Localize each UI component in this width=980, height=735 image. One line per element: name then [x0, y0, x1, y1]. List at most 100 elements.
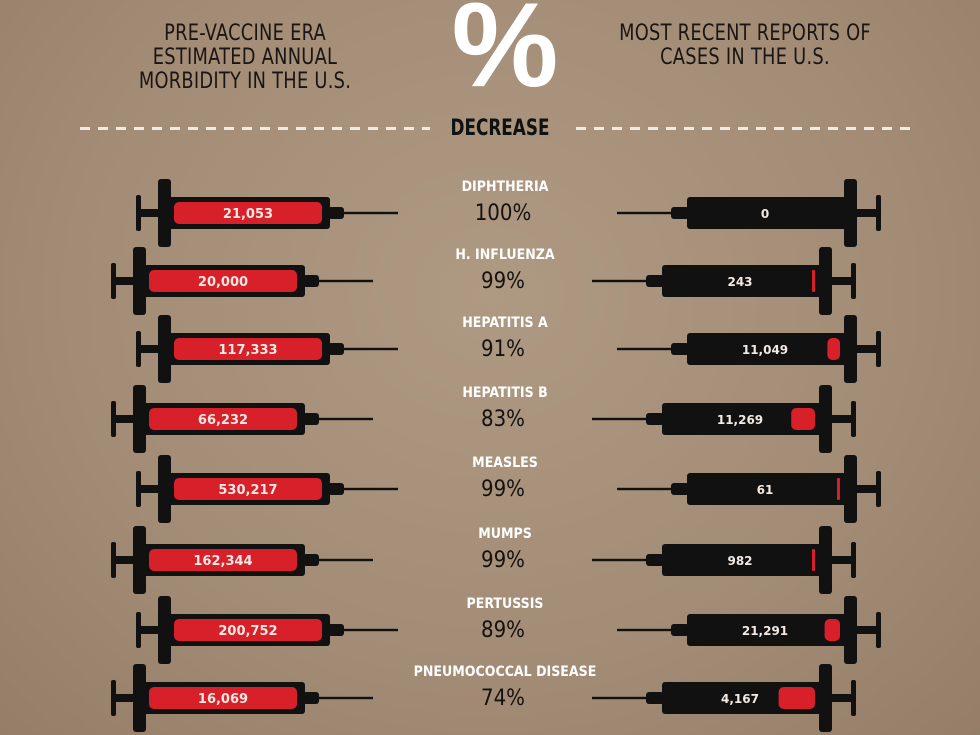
pre-vaccine-value: 200,752 [218, 624, 277, 639]
flange [133, 526, 146, 594]
needle [617, 628, 673, 632]
plunger-rod [855, 345, 877, 353]
plunger-thumb [111, 263, 116, 299]
plunger-thumb [876, 612, 881, 648]
plunger-thumb [851, 401, 856, 437]
percent-symbol: % [451, 0, 559, 112]
row-hepatitis-b: 66,232 11,269 HEPATITIS B 83% [111, 385, 856, 453]
barrel-fill [149, 408, 297, 430]
barrel-fill [149, 687, 297, 709]
hub [328, 343, 344, 355]
pre-vaccine-value: 530,217 [218, 483, 277, 498]
percent-decrease: 99% [481, 269, 525, 294]
plunger-thumb [136, 612, 141, 648]
plunger-thumb [876, 195, 881, 231]
percent-decrease: 91% [481, 337, 525, 362]
needle [592, 558, 648, 562]
disease-name: HEPATITIS B [462, 385, 547, 401]
barrel [687, 197, 847, 229]
left-syringe: 162,344 [111, 526, 373, 594]
left-syringe: 20,000 [111, 247, 373, 315]
right-syringe: 21,291 [617, 596, 881, 664]
hub [328, 483, 344, 495]
plunger-thumb [851, 680, 856, 716]
barrel-fill [149, 549, 297, 571]
right-column-title: MOST RECENT REPORTS OF CASES IN THE U.S. [619, 21, 871, 70]
divider-left [80, 127, 430, 130]
plunger-rod [140, 485, 160, 493]
flange [158, 179, 171, 247]
plunger-rod [140, 626, 160, 634]
pre-vaccine-value: 21,053 [223, 207, 273, 222]
right-syringe: 11,269 [592, 385, 856, 453]
flange [844, 596, 857, 664]
right-syringe: 4,167 [592, 664, 856, 732]
recent-cases-value: 982 [727, 554, 752, 568]
plunger-rod [855, 485, 877, 493]
plunger-rod [115, 415, 135, 423]
pre-vaccine-value: 20,000 [198, 275, 248, 290]
plunger-rod [115, 277, 135, 285]
percent-decrease: 99% [481, 477, 525, 502]
disease-name: MEASLES [472, 455, 538, 471]
flange [844, 455, 857, 523]
plunger-thumb [136, 471, 141, 507]
plunger-thumb [876, 331, 881, 367]
row-h-influenza: 20,000 243 H. INFLUENZA 99% [111, 247, 856, 315]
plunger-rod [830, 277, 852, 285]
left-syringe: 16,069 [111, 664, 373, 732]
needle [592, 279, 648, 283]
hub [671, 207, 689, 219]
needle [342, 628, 398, 632]
left-syringe: 200,752 [136, 596, 398, 664]
needle [317, 417, 373, 421]
flange [133, 664, 146, 732]
plunger-thumb [136, 195, 141, 231]
plunger-thumb [111, 680, 116, 716]
row-pneumococcal-disease: 16,069 4,167 PNEUMOCOCCAL DISEASE 74% [111, 664, 856, 732]
needle [317, 279, 373, 283]
recent-cases-value: 61 [757, 483, 774, 497]
plunger-rod [115, 694, 135, 702]
percent-decrease: 89% [481, 618, 525, 643]
hub [671, 343, 689, 355]
plunger-thumb [111, 401, 116, 437]
decrease-label: DECREASE [450, 116, 550, 141]
recent-cases-value: 21,291 [742, 624, 788, 638]
left-syringe: 21,053 [136, 179, 398, 247]
barrel-fill [791, 408, 815, 430]
left-syringe: 530,217 [136, 455, 398, 523]
disease-name: PNEUMOCOCCAL DISEASE [414, 664, 597, 680]
hub [671, 624, 689, 636]
needle [617, 487, 673, 491]
disease-name: DIPHTHERIA [462, 179, 549, 195]
needle [317, 696, 373, 700]
pre-vaccine-value: 162,344 [193, 554, 252, 569]
row-measles: 530,217 61 MEASLES 99% [136, 455, 881, 523]
hub [671, 483, 689, 495]
hub [646, 692, 664, 704]
needle [592, 417, 648, 421]
plunger-rod [830, 694, 852, 702]
plunger-rod [830, 415, 852, 423]
row-pertussis: 200,752 21,291 PERTUSSIS 89% [136, 596, 881, 664]
hub [303, 275, 319, 287]
barrel-fill [149, 270, 297, 292]
recent-cases-value: 4,167 [721, 692, 759, 706]
barrel [687, 473, 847, 505]
right-syringe: 61 [617, 455, 881, 523]
barrel [687, 333, 847, 365]
disease-name: HEPATITIS A [462, 315, 548, 331]
barrel [687, 614, 847, 646]
barrel-fill [174, 202, 322, 224]
barrel-fill [824, 619, 840, 641]
barrel-fill [812, 549, 815, 571]
plunger-rod [140, 345, 160, 353]
right-syringe: 11,049 [617, 315, 881, 383]
hub [328, 207, 344, 219]
percent-decrease: 74% [481, 686, 525, 711]
plunger-thumb [111, 542, 116, 578]
left-syringe: 66,232 [111, 385, 373, 453]
hub [303, 692, 319, 704]
